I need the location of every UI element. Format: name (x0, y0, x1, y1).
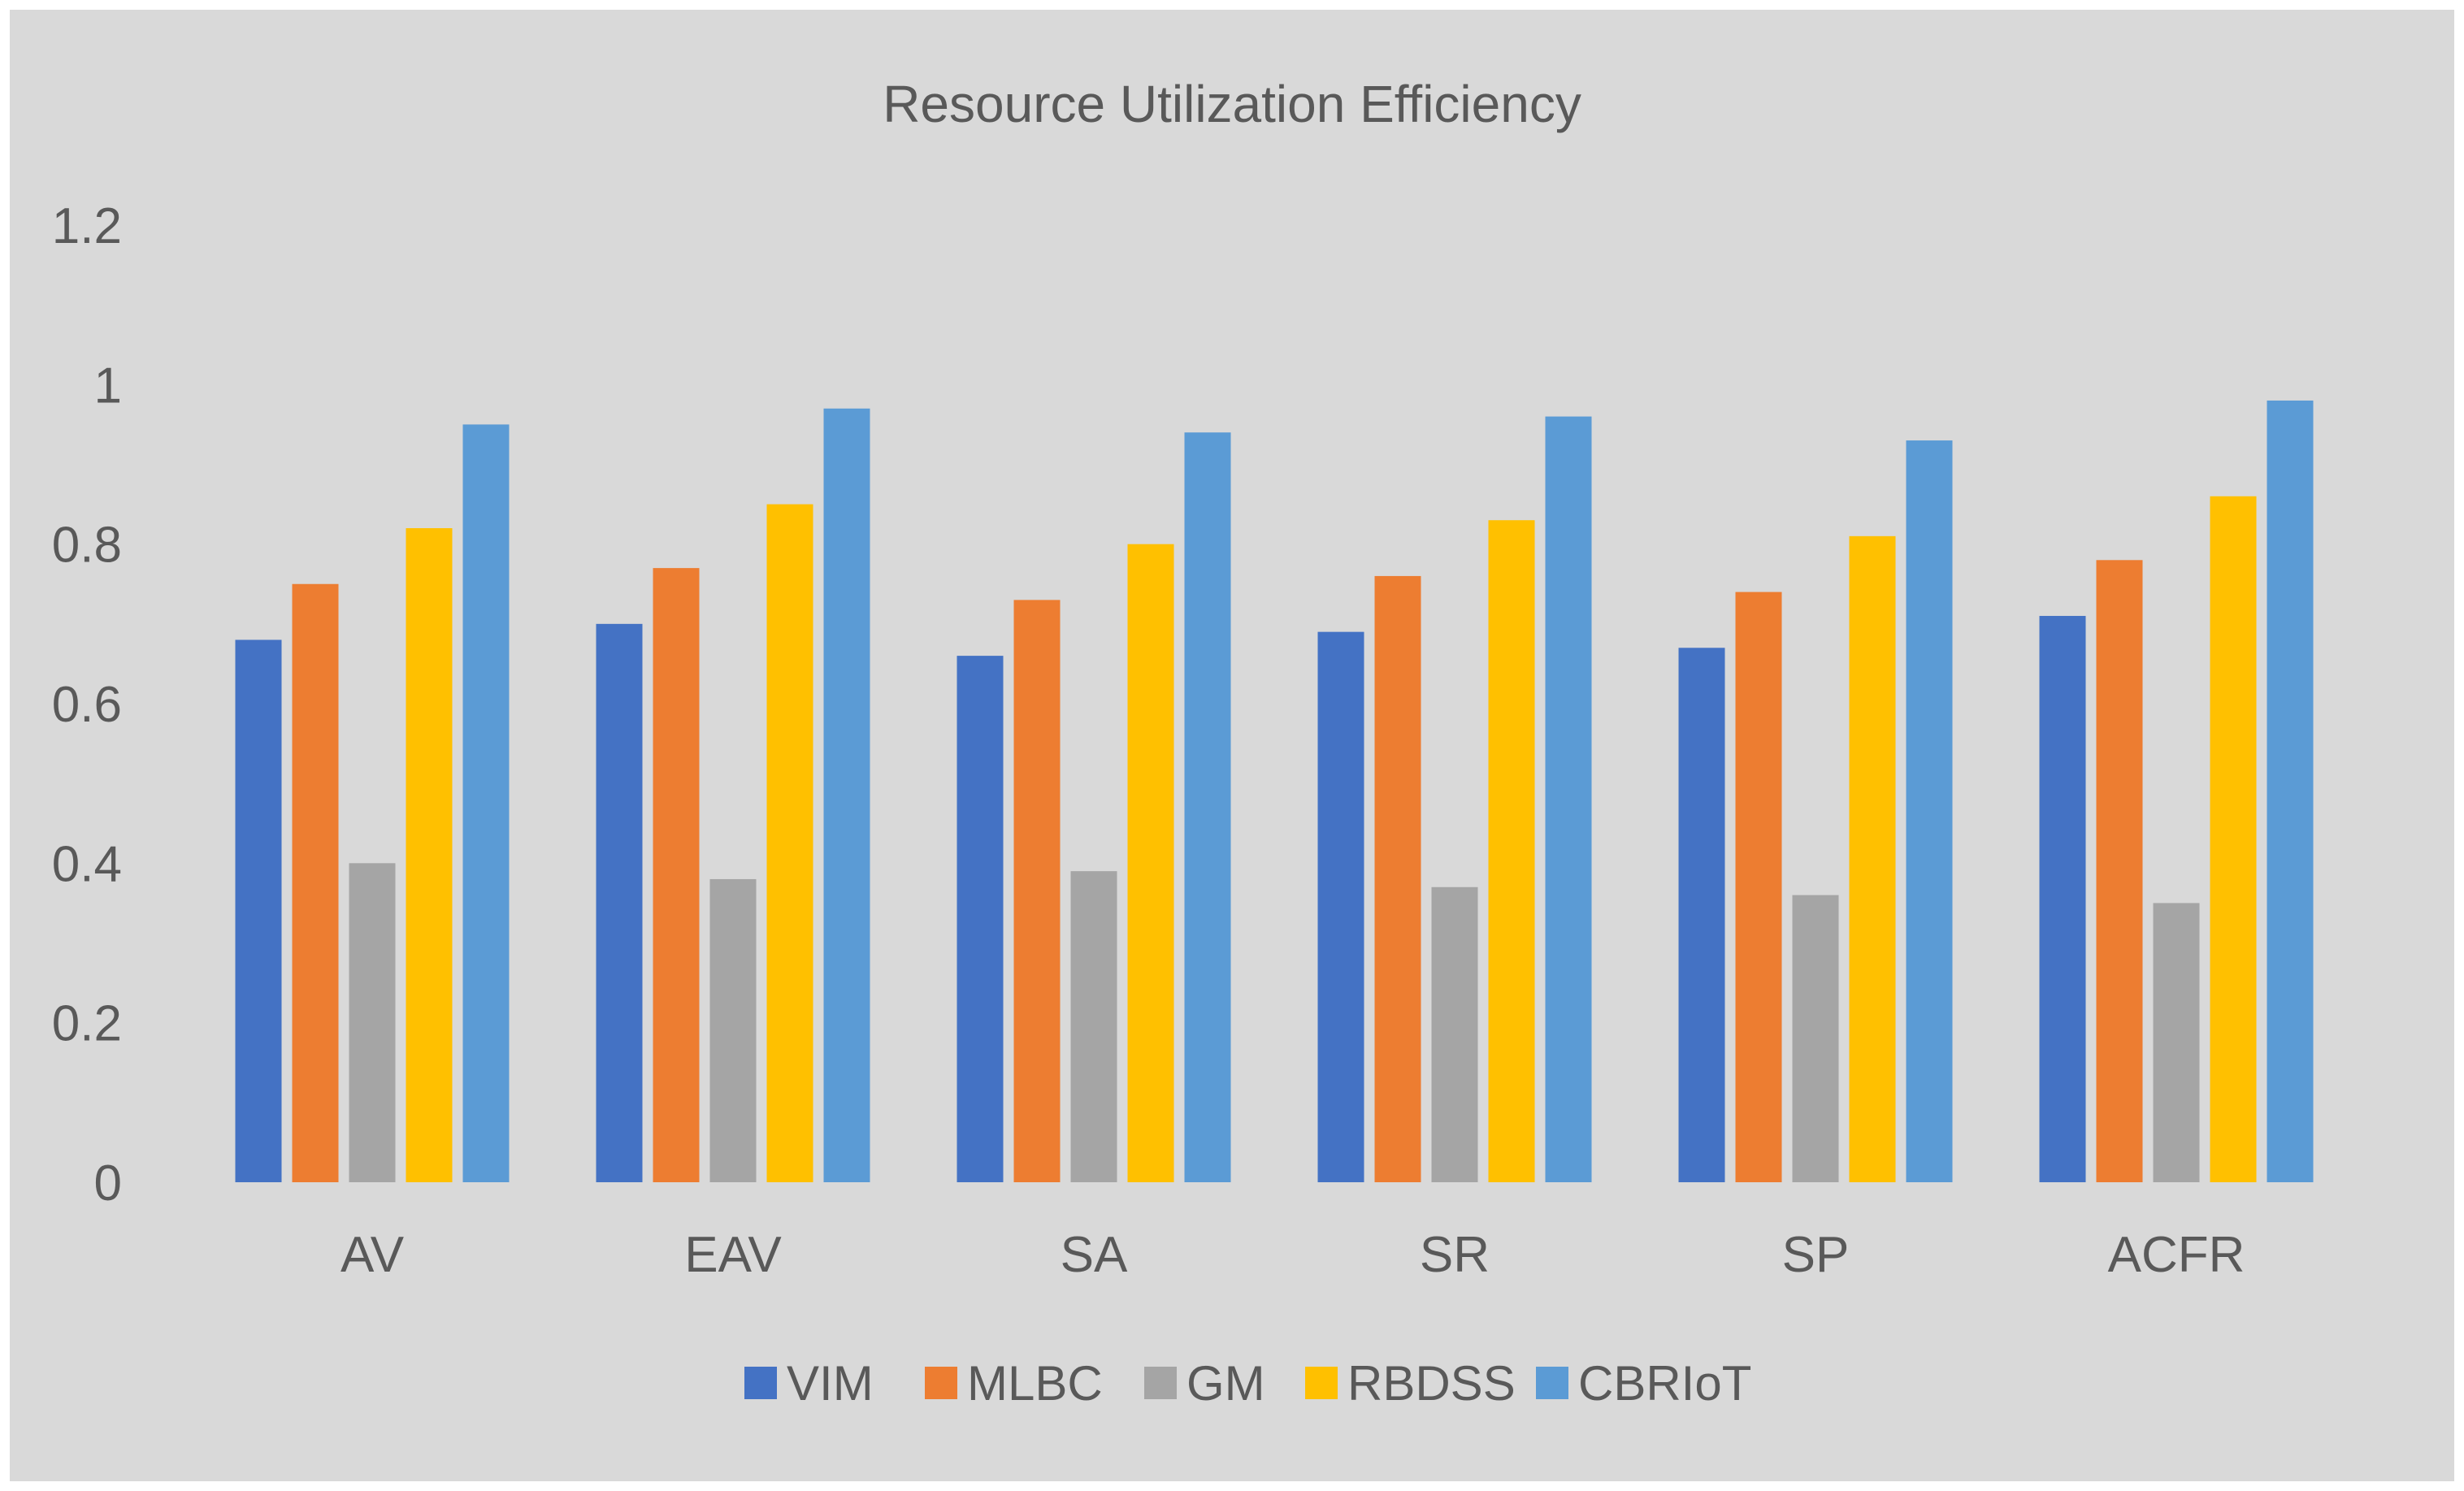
bar-rbdss-av (406, 528, 453, 1182)
y-axis: 0 0.2 0.4 0.6 0.8 1 1.2 (52, 198, 122, 1211)
legend-label-cbriot: CBRIoT (1578, 1356, 1751, 1411)
legend-label-vim: VIM (787, 1356, 874, 1411)
bar-rbdss-acfr (2210, 496, 2257, 1182)
y-tick-label: 0.6 (52, 677, 122, 733)
bar-cbriot-sp (1906, 440, 1953, 1182)
bar-mlbc-sr (1374, 575, 1421, 1182)
bar-vim-av (235, 639, 282, 1182)
x-tick-label: AV (341, 1227, 405, 1283)
bar-cbriot-sa (1184, 432, 1231, 1182)
bar-gm-acfr (2153, 903, 2200, 1182)
y-tick-label: 0.4 (52, 836, 122, 892)
bar-vim-sr (1317, 631, 1364, 1182)
x-tick-label: SP (1782, 1227, 1850, 1283)
bar-mlbc-sp (1735, 592, 1782, 1182)
legend-label-mlbc: MLBC (967, 1356, 1103, 1411)
y-tick-label: 0.8 (52, 518, 122, 574)
bar-mlbc-acfr (2096, 560, 2143, 1182)
bar-gm-sp (1792, 895, 1839, 1182)
bar-rbdss-sp (1849, 535, 1896, 1182)
x-tick-label: ACFR (2108, 1227, 2245, 1283)
bar-rbdss-sa (1127, 544, 1174, 1182)
bar-cbriot-sr (1545, 416, 1592, 1182)
bar-cbriot-av (462, 424, 510, 1182)
bar-vim-sp (1678, 648, 1725, 1182)
x-tick-label: SR (1420, 1227, 1490, 1283)
bar-rbdss-sr (1488, 520, 1535, 1182)
bar-vim-acfr (2039, 616, 2086, 1182)
bars-group (235, 400, 2314, 1182)
legend-swatch-rbdss (1305, 1367, 1338, 1399)
x-tick-label: SA (1061, 1227, 1128, 1283)
y-tick-label: 1 (94, 358, 122, 414)
bar-gm-sr (1431, 886, 1478, 1182)
legend-label-rbdss: RBDSS (1347, 1356, 1516, 1411)
bar-rbdss-eav (766, 504, 813, 1182)
y-tick-label: 0 (94, 1155, 122, 1211)
bar-gm-eav (709, 878, 757, 1182)
y-tick-label: 1.2 (52, 198, 122, 254)
bar-gm-av (349, 863, 396, 1182)
bar-cbriot-acfr (2267, 400, 2314, 1182)
bar-cbriot-eav (823, 408, 870, 1182)
bar-vim-eav (596, 623, 643, 1182)
bar-vim-sa (957, 656, 1004, 1182)
legend-label-gm: GM (1186, 1356, 1265, 1411)
chart-title: Resource Utilization Efficiency (883, 75, 1581, 133)
legend-swatch-vim (744, 1367, 777, 1399)
bar-mlbc-eav (653, 568, 700, 1182)
legend: VIM MLBC GM RBDSS CBRIoT (744, 1356, 1751, 1411)
bar-mlbc-sa (1013, 600, 1061, 1182)
x-tick-label: EAV (684, 1227, 782, 1283)
x-axis: AV EAV SA SR SP ACFR (341, 1227, 2245, 1283)
bar-gm-sa (1070, 871, 1117, 1182)
y-tick-label: 0.2 (52, 996, 122, 1052)
legend-swatch-cbriot (1536, 1367, 1568, 1399)
bar-mlbc-av (292, 583, 339, 1182)
legend-swatch-gm (1144, 1367, 1177, 1399)
legend-swatch-mlbc (925, 1367, 957, 1399)
